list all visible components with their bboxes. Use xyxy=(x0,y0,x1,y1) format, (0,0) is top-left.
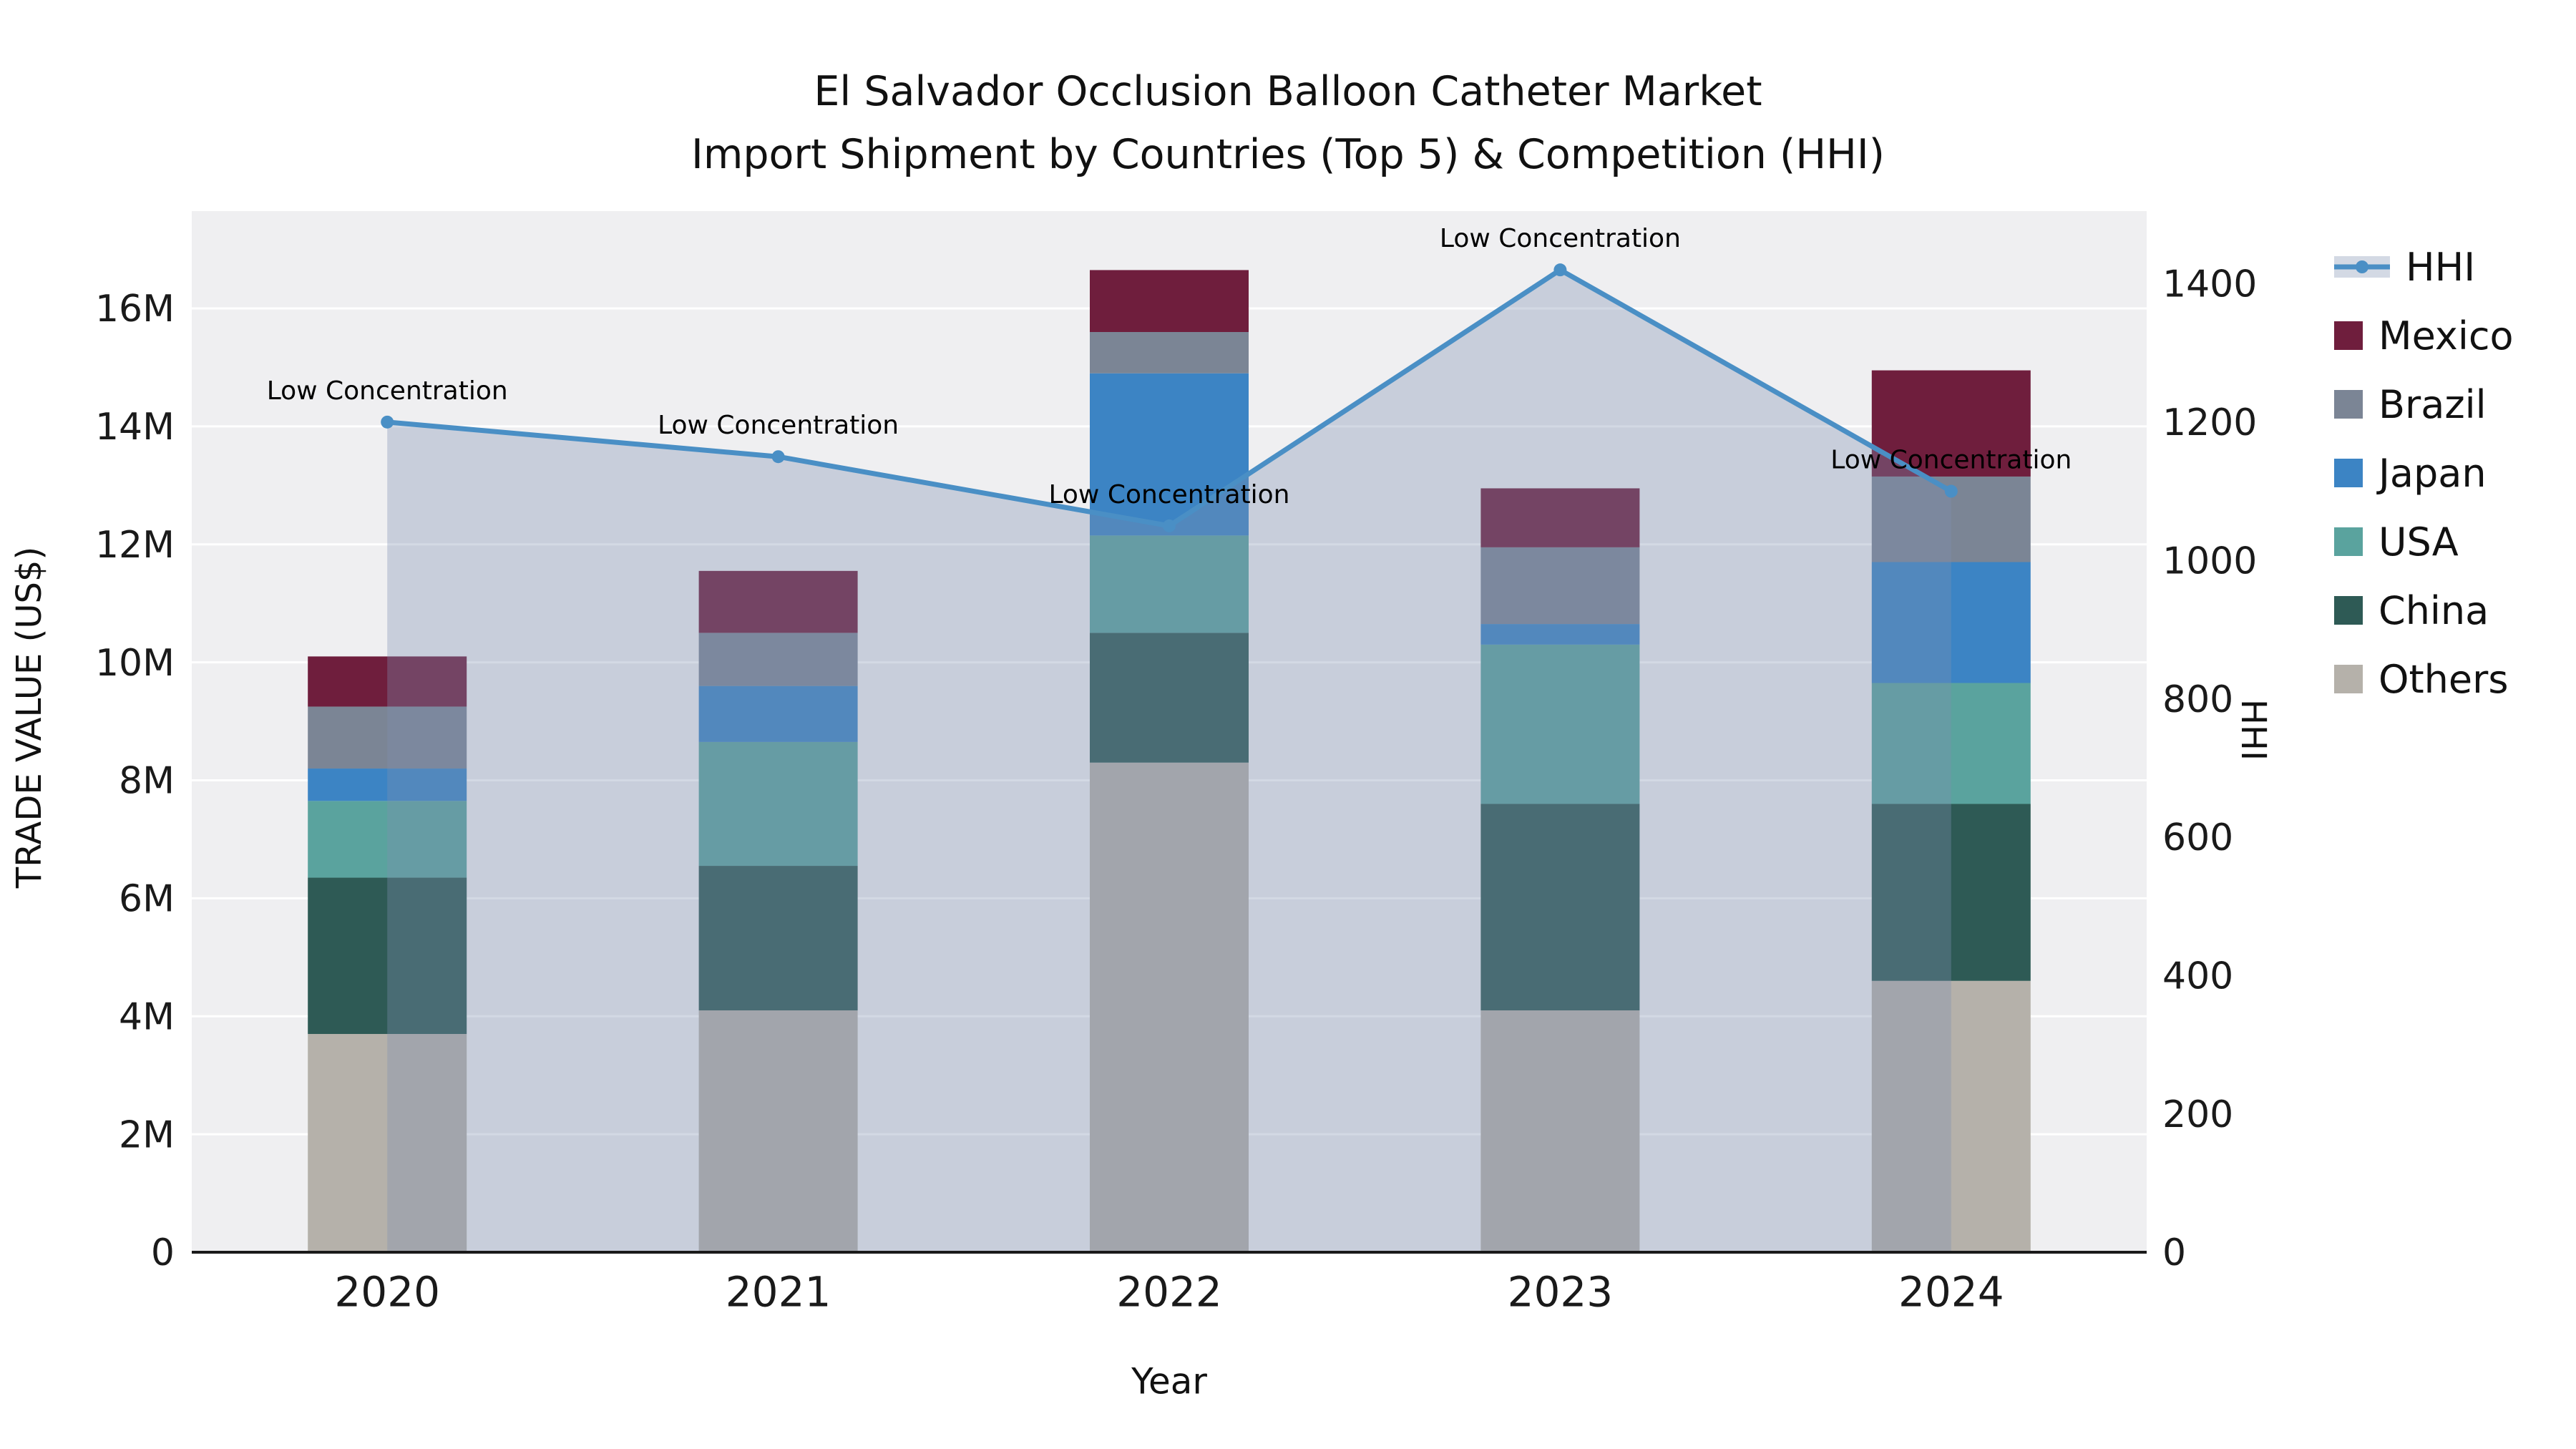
legend-item-china[interactable]: China xyxy=(2334,588,2489,633)
hhi-point-2022 xyxy=(1163,519,1176,532)
annotation: Low Concentration xyxy=(1440,224,1681,253)
bar-segment-china-2021 xyxy=(698,866,858,1011)
right-tick-label: 600 xyxy=(2162,816,2233,859)
legend-item-usa[interactable]: USA xyxy=(2334,519,2459,565)
bar-segment-mexico-2023 xyxy=(1480,488,1640,547)
bar-segment-japan-2020 xyxy=(308,769,467,801)
right-tick-label: 400 xyxy=(2162,955,2233,997)
hhi-point-2023 xyxy=(1553,263,1567,277)
y-axis-title: TRADE VALUE (US$) xyxy=(9,547,49,889)
left-tick-label: 16M xyxy=(95,288,175,331)
legend-label: Japan xyxy=(2376,451,2487,496)
x-tick-label: 2020 xyxy=(334,1267,440,1316)
bar-segment-usa-2022 xyxy=(1090,535,1249,633)
x-tick-label: 2021 xyxy=(726,1267,831,1316)
bar-segment-japan-2023 xyxy=(1480,624,1640,645)
legend-swatch-china xyxy=(2334,596,2363,625)
left-tick-label: 12M xyxy=(95,524,175,567)
legend-item-mexico[interactable]: Mexico xyxy=(2334,313,2514,358)
legend-label: HHI xyxy=(2406,245,2475,290)
bar-segment-brazil-2023 xyxy=(1480,547,1640,625)
right-tick-label: 800 xyxy=(2162,678,2233,721)
legend-item-hhi[interactable]: HHI xyxy=(2334,245,2475,290)
x-tick-label: 2024 xyxy=(1898,1267,2004,1316)
left-tick-label: 14M xyxy=(95,406,175,449)
right-tick-label: 0 xyxy=(2162,1231,2186,1274)
right-tick-label: 1400 xyxy=(2162,263,2257,306)
annotation: Low Concentration xyxy=(267,376,508,406)
chart-title-line1: El Salvador Occlusion Balloon Catheter M… xyxy=(814,68,1762,115)
hhi-point-2024 xyxy=(1944,484,1958,498)
right-tick-label: 200 xyxy=(2162,1093,2233,1136)
annotation: Low Concentration xyxy=(1830,446,2072,475)
bar-segment-brazil-2022 xyxy=(1090,331,1249,374)
legend-item-others[interactable]: Others xyxy=(2334,657,2508,702)
legend-item-brazil[interactable]: Brazil xyxy=(2334,382,2487,427)
legend-label: Others xyxy=(2379,657,2508,702)
bar-segment-others-2024 xyxy=(1871,980,2031,1252)
left-tick-label: 0 xyxy=(151,1231,175,1274)
chart-title-line2: Import Shipment by Countries (Top 5) & C… xyxy=(691,131,1885,178)
annotation: Low Concentration xyxy=(658,411,899,440)
legend-label: Brazil xyxy=(2379,382,2487,427)
left-tick-label: 8M xyxy=(119,760,175,803)
bar-segment-brazil-2021 xyxy=(698,633,858,686)
bar-segment-china-2023 xyxy=(1480,804,1640,1011)
bar-segment-usa-2023 xyxy=(1480,644,1640,804)
bar-segment-china-2022 xyxy=(1090,633,1249,763)
bar-segment-mexico-2022 xyxy=(1090,270,1249,332)
right-axis-title: HHI xyxy=(2233,699,2273,761)
bar-segment-china-2020 xyxy=(308,877,467,1034)
legend-swatch-mexico xyxy=(2334,321,2363,350)
bar-segment-mexico-2020 xyxy=(308,656,467,707)
bar-segment-usa-2021 xyxy=(698,741,858,867)
bar-segment-japan-2024 xyxy=(1871,562,2031,683)
right-tick-label: 1200 xyxy=(2162,401,2257,444)
left-tick-label: 6M xyxy=(119,878,175,921)
bar-segment-others-2021 xyxy=(698,1010,858,1252)
x-tick-label: 2022 xyxy=(1116,1267,1222,1316)
legend-hhi-marker-icon xyxy=(2356,260,2368,273)
x-axis-title: Year xyxy=(1131,1361,1207,1402)
bar-segment-china-2024 xyxy=(1871,804,2031,981)
left-tick-label: 4M xyxy=(119,995,175,1038)
right-tick-label: 1000 xyxy=(2162,540,2257,582)
left-tick-label: 2M xyxy=(119,1113,175,1156)
x-tick-label: 2023 xyxy=(1508,1267,1614,1316)
hhi-area xyxy=(387,270,1951,1253)
bar-segment-others-2020 xyxy=(308,1033,467,1252)
bar-segment-japan-2021 xyxy=(698,686,858,742)
legend-label: USA xyxy=(2379,519,2459,565)
legend-item-japan[interactable]: Japan xyxy=(2334,451,2487,496)
bar-segment-mexico-2021 xyxy=(698,570,858,633)
legend-swatch-japan xyxy=(2334,459,2363,487)
bar-segment-usa-2024 xyxy=(1871,683,2031,804)
bar-segment-others-2023 xyxy=(1480,1010,1640,1252)
bar-segment-others-2022 xyxy=(1090,762,1249,1252)
legend-label: Mexico xyxy=(2379,313,2514,358)
hhi-point-2020 xyxy=(381,415,394,429)
bar-segment-usa-2020 xyxy=(308,801,467,878)
legend-label: China xyxy=(2379,588,2489,633)
left-tick-label: 10M xyxy=(95,642,175,685)
bar-segment-brazil-2020 xyxy=(308,706,467,769)
legend-swatch-usa xyxy=(2334,527,2363,556)
legend-swatch-brazil xyxy=(2334,390,2363,419)
annotation: Low Concentration xyxy=(1048,480,1289,509)
bar-segment-japan-2022 xyxy=(1090,373,1249,536)
legend-swatch-others xyxy=(2334,665,2363,693)
hhi-point-2021 xyxy=(771,450,785,464)
chart-title: El Salvador Occlusion Balloon Catheter M… xyxy=(0,60,2576,186)
